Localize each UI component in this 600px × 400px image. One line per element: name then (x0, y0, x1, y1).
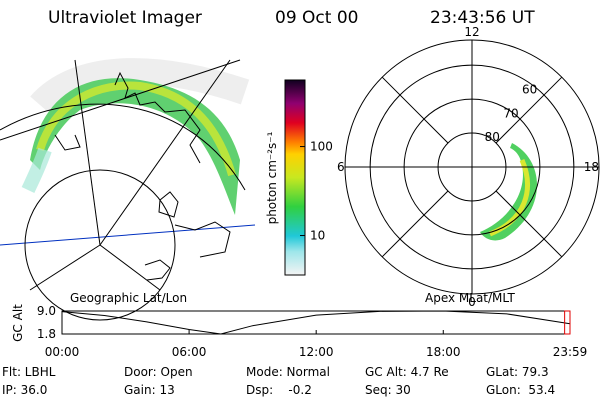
polar-spoke (381, 190, 449, 258)
info-field: GLat: 79.3 (486, 365, 549, 379)
info-field: GC Alt: 4.7 Re (365, 365, 449, 379)
colorbar (284, 79, 306, 276)
lat-label: 60 (522, 83, 537, 97)
info-field: Dsp: -0.2 (246, 383, 312, 397)
info-field: Mode: Normal (246, 365, 330, 379)
lat-circle (403, 98, 541, 236)
colorbar-tick-label: 10 (310, 229, 325, 243)
x-tick-label: 23:59 (553, 345, 588, 359)
lat-label: 80 (485, 130, 500, 144)
polar-spoke (381, 76, 449, 144)
y-tick-label: 9.0 (37, 304, 56, 318)
x-tick-label: 00:00 (45, 345, 80, 359)
info-field: IP: 36.0 (2, 383, 47, 397)
polar-aurora (480, 143, 538, 241)
info-field: Seq: 30 (365, 383, 411, 397)
polar-spoke (495, 76, 563, 144)
lat-label: 70 (503, 106, 518, 120)
altitude-line (61, 310, 571, 335)
x-tick-label: 18:00 (426, 345, 461, 359)
geo-label: Geographic Lat/Lon (70, 291, 187, 305)
mlt-label: 6 (337, 160, 345, 174)
mlt-label: 12 (464, 25, 479, 39)
date: 09 Oct 00 (275, 8, 358, 28)
x-tick-label: 06:00 (172, 345, 207, 359)
info-field: Door: Open (124, 365, 193, 379)
time-marker (564, 310, 571, 335)
colorbar-tick-label: 100 (310, 140, 333, 154)
info-field: GLon: 53.4 (486, 383, 555, 397)
polar-spoke (495, 190, 563, 258)
x-tick-label: 12:00 (299, 345, 334, 359)
lat-circle (437, 132, 507, 202)
mlt-label: 0 (468, 295, 476, 309)
title: Ultraviolet Imager (48, 8, 202, 28)
colorbar-label: photon cm⁻²s⁻¹ (265, 131, 279, 224)
mlt-label: 18 (584, 160, 599, 174)
info-field: Flt: LBHL (2, 365, 56, 379)
info-field: Gain: 13 (124, 383, 175, 397)
y-tick-label: 1.8 (37, 327, 56, 341)
geo-map (0, 58, 256, 321)
polar-label: Apex MLat/MLT (425, 291, 515, 305)
time: 23:43:56 UT (430, 8, 535, 28)
alt-ylabel: GC Alt (11, 304, 25, 342)
lat-circle (369, 64, 575, 270)
